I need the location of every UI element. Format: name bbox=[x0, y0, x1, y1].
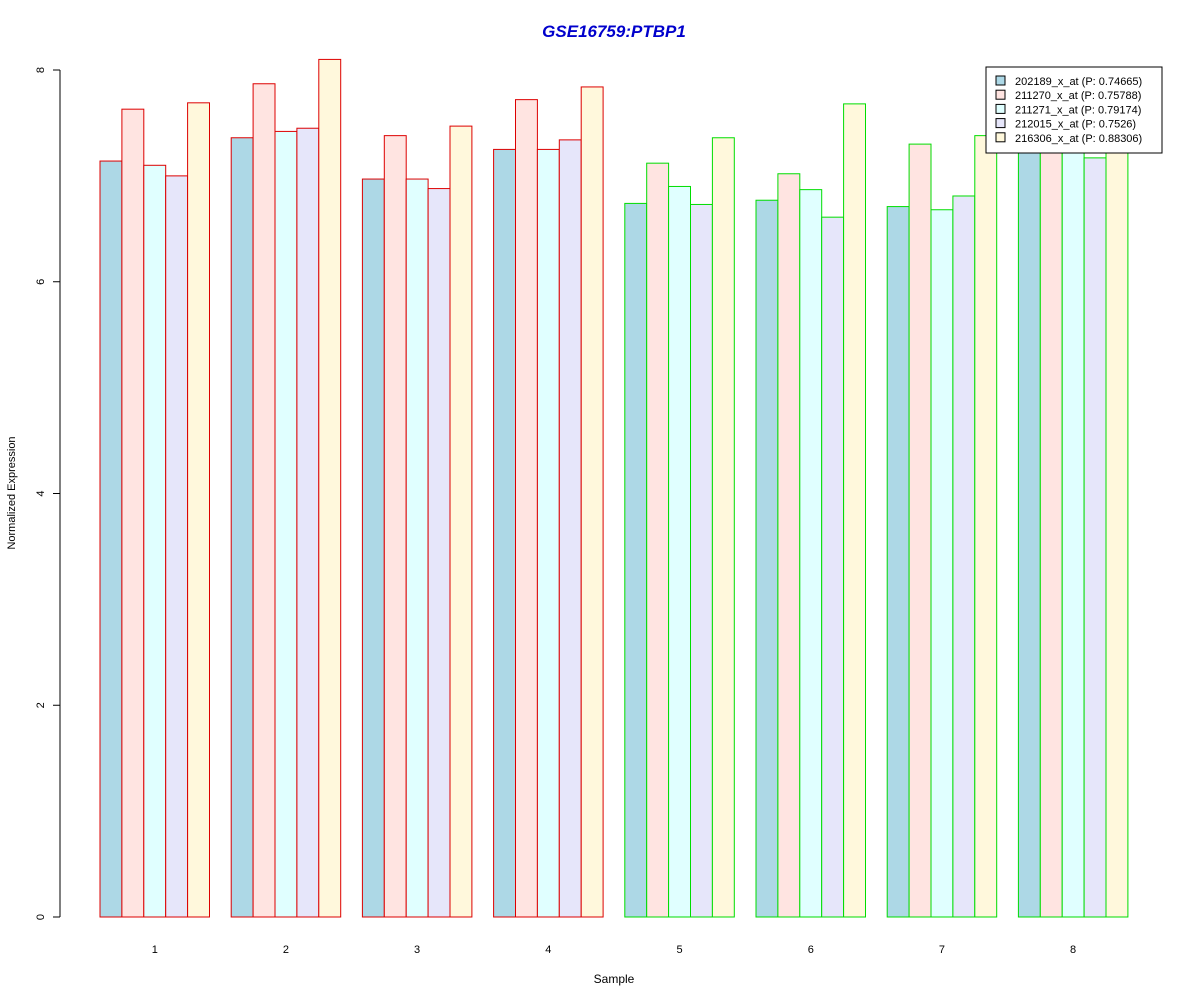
bar-sample-1-series-4 bbox=[165, 175, 189, 918]
x-tick-label: 3 bbox=[414, 944, 420, 956]
legend-box bbox=[985, 66, 1163, 154]
y-tick-label: 0 bbox=[35, 914, 47, 920]
y-tick-label: 6 bbox=[35, 279, 47, 285]
bar-sample-2-series-2 bbox=[252, 83, 276, 918]
bar-sample-5-series-3 bbox=[668, 185, 691, 918]
bar-sample-7-series-4 bbox=[952, 195, 976, 918]
x-tick-label: 4 bbox=[545, 944, 551, 956]
bar-sample-3-series-5 bbox=[449, 125, 473, 918]
x-tick-label: 8 bbox=[1070, 944, 1076, 956]
bar-sample-1-series-2 bbox=[121, 108, 145, 918]
bar-sample-7-series-1 bbox=[886, 206, 910, 918]
bar-sample-3-series-1 bbox=[361, 178, 385, 918]
bar-sample-8-series-3 bbox=[1061, 152, 1085, 918]
bar-sample-4-series-5 bbox=[580, 86, 604, 918]
bar-sample-6-series-5 bbox=[843, 103, 866, 918]
bar-sample-6-series-4 bbox=[821, 216, 845, 918]
y-tick-label: 4 bbox=[35, 490, 47, 496]
bar-sample-1-series-1 bbox=[99, 160, 123, 918]
legend: 202189_x_at (P: 0.74665) 211270_x_at (P: … bbox=[985, 66, 1163, 154]
bar-sample-5-series-1 bbox=[624, 202, 648, 918]
bar-sample-2-series-4 bbox=[296, 127, 320, 918]
bar-sample-1-series-5 bbox=[187, 102, 211, 918]
bar-sample-1-series-3 bbox=[143, 164, 167, 918]
bar-sample-4-series-2 bbox=[515, 99, 538, 918]
legend-label: 211271_x_at (P: 0.79174) bbox=[1015, 104, 1141, 116]
bar-sample-5-series-2 bbox=[646, 162, 670, 918]
legend-label: 211270_x_at (P: 0.75788) bbox=[1015, 90, 1141, 102]
chart-title: GSE16759:PTBP1 bbox=[542, 22, 686, 41]
x-tick-label: 5 bbox=[676, 944, 682, 956]
bar-sample-8-series-5 bbox=[1105, 152, 1129, 918]
legend-label: 202189_x_at (P: 0.74665) bbox=[1015, 76, 1142, 88]
bar-sample-2-series-1 bbox=[230, 137, 254, 918]
y-tick-label: 2 bbox=[35, 702, 47, 708]
bar-sample-4-series-1 bbox=[493, 148, 517, 918]
bar-sample-5-series-4 bbox=[690, 203, 713, 918]
legend-label: 216306_x_at (P: 0.88306) bbox=[1015, 133, 1142, 145]
x-tick-label: 2 bbox=[283, 944, 289, 956]
bar-sample-7-series-5 bbox=[974, 135, 998, 918]
legend-swatch bbox=[995, 118, 1006, 129]
bar-sample-4-series-3 bbox=[536, 148, 560, 918]
y-axis-label: Normalized Expression bbox=[6, 436, 18, 549]
legend-label: 212015_x_at (P: 0.7526) bbox=[1015, 119, 1136, 131]
legend-swatch bbox=[995, 132, 1006, 143]
x-axis-label: Sample bbox=[594, 972, 635, 986]
legend-swatch bbox=[995, 75, 1006, 86]
bar-sample-2-series-5 bbox=[318, 58, 342, 918]
legend-swatch bbox=[995, 103, 1006, 114]
bar-sample-6-series-2 bbox=[777, 173, 801, 918]
y-tick-label: 8 bbox=[35, 67, 47, 73]
x-tick-label: 1 bbox=[152, 944, 158, 956]
bar-sample-5-series-5 bbox=[711, 137, 735, 918]
bar-sample-6-series-1 bbox=[755, 199, 779, 918]
bar-sample-7-series-3 bbox=[930, 209, 954, 918]
bar-sample-3-series-3 bbox=[405, 178, 429, 918]
bar-sample-7-series-2 bbox=[908, 143, 932, 918]
bar-sample-2-series-3 bbox=[274, 130, 298, 918]
legend-swatch bbox=[995, 89, 1006, 100]
bar-sample-8-series-1 bbox=[1017, 149, 1041, 918]
bars bbox=[99, 58, 1129, 918]
bar-sample-3-series-4 bbox=[427, 188, 451, 918]
bar-sample-3-series-2 bbox=[383, 135, 407, 918]
bar-sample-8-series-2 bbox=[1039, 148, 1063, 918]
x-tick-label: 6 bbox=[808, 944, 814, 956]
x-tick-labels: 1 2 3 4 5 6 7 8 bbox=[152, 944, 1076, 956]
x-tick-label: 7 bbox=[939, 944, 945, 956]
bar-sample-4-series-4 bbox=[558, 139, 582, 918]
y-axis: 0 2 4 6 8 bbox=[35, 67, 61, 920]
bar-sample-6-series-3 bbox=[799, 189, 823, 918]
bar-sample-8-series-4 bbox=[1083, 157, 1107, 918]
